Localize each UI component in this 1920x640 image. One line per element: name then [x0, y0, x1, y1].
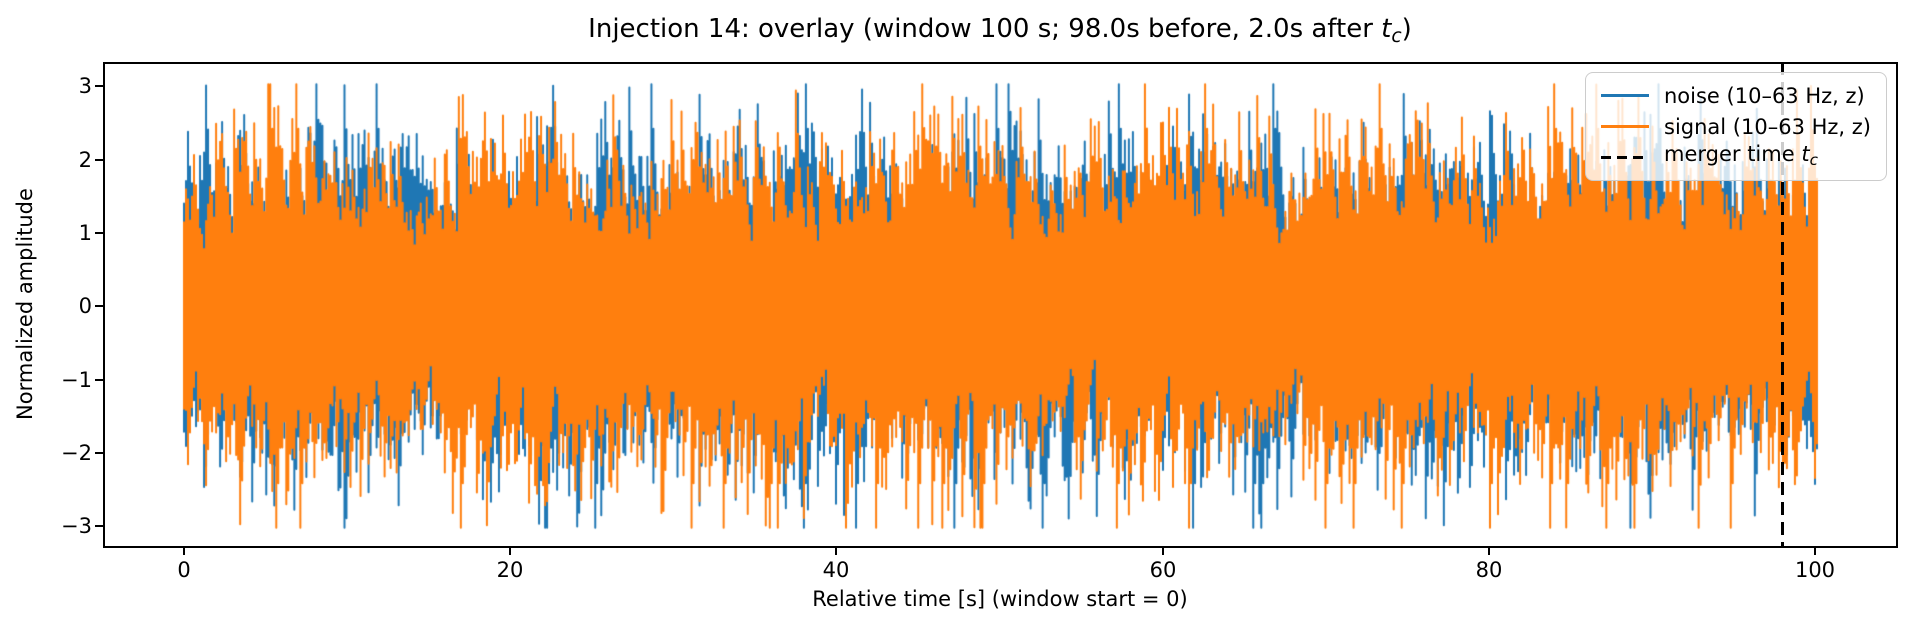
merger-time-line	[1781, 62, 1784, 546]
y-tick-label: 2	[78, 148, 92, 172]
x-tick-label: 20	[496, 558, 524, 582]
title-tc-subscript: c	[1391, 26, 1402, 48]
y-tick-mark	[95, 305, 103, 307]
legend-item-signal: signal (10–63 Hz, z)	[1596, 111, 1876, 142]
merger-label-text: merger time	[1664, 142, 1802, 167]
x-tick-mark	[183, 547, 185, 555]
y-tick-label: −1	[61, 368, 92, 392]
x-tick-mark	[1814, 547, 1816, 555]
x-tick-mark	[509, 547, 511, 555]
y-tick-label: 0	[78, 294, 92, 318]
legend-label-signal: signal (10–63 Hz, z)	[1664, 114, 1871, 139]
merger-label-tc-variable: t	[1801, 142, 1810, 167]
dashed-line-swatch-icon	[1601, 156, 1649, 159]
y-tick-mark	[95, 452, 103, 454]
x-tick-mark	[1162, 547, 1164, 555]
signal-line-swatch-icon	[1601, 125, 1649, 128]
legend-item-merger-time: merger time tc	[1596, 142, 1876, 173]
title-tc-variable: t	[1381, 14, 1392, 44]
y-tick-label: 1	[78, 221, 92, 245]
y-tick-label: −2	[61, 441, 92, 465]
y-tick-mark	[95, 379, 103, 381]
legend-label-noise: noise (10–63 Hz, z)	[1664, 83, 1865, 108]
x-tick-mark	[1488, 547, 1490, 555]
legend-label-merger-time: merger time tc	[1664, 141, 1818, 173]
y-tick-mark	[95, 232, 103, 234]
x-tick-label: 60	[1149, 558, 1177, 582]
x-tick-mark	[835, 547, 837, 555]
x-tick-label: 100	[1794, 558, 1836, 582]
y-tick-mark	[95, 525, 103, 527]
legend: noise (10–63 Hz, z) signal (10–63 Hz, z)…	[1585, 72, 1887, 181]
y-tick-mark	[95, 85, 103, 87]
title-suffix: )	[1401, 14, 1412, 44]
x-tick-label: 80	[1475, 558, 1503, 582]
title-text: Injection 14: overlay (window 100 s; 98.…	[588, 14, 1382, 44]
page-title: Injection 14: overlay (window 100 s; 98.…	[103, 13, 1897, 53]
x-axis-label: Relative time [s] (window start = 0)	[812, 587, 1188, 611]
x-tick-label: 40	[822, 558, 850, 582]
y-tick-label: −3	[61, 514, 92, 538]
noise-line-swatch-icon	[1601, 94, 1649, 97]
merger-label-tc-subscript: c	[1809, 151, 1818, 170]
x-tick-label: 0	[177, 558, 191, 582]
y-tick-mark	[95, 159, 103, 161]
y-tick-label: 3	[78, 74, 92, 98]
legend-item-noise: noise (10–63 Hz, z)	[1596, 80, 1876, 111]
